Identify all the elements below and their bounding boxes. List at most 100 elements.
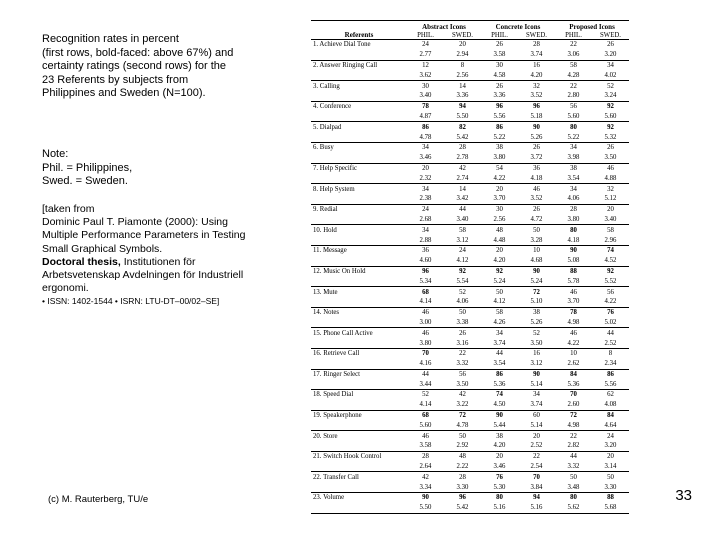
certainty-rating-cell: 5.16 bbox=[481, 502, 518, 514]
certainty-rating-cell: 5.18 bbox=[518, 111, 555, 123]
certainty-rating-cell: 4.20 bbox=[481, 441, 518, 452]
recognition-rate-cell: 42 bbox=[459, 164, 466, 172]
recognition-rate-cell: 94 bbox=[533, 494, 540, 502]
recognition-rate-cell: 50 bbox=[459, 309, 466, 317]
recognition-rate-cell: 82 bbox=[459, 123, 466, 131]
certainty-rating-cell: 2.32 bbox=[407, 173, 444, 185]
certainty-rating-cell: 3.46 bbox=[407, 152, 444, 164]
certainty-rating-cell: 3.74 bbox=[481, 338, 518, 349]
recognition-table-container: Abstract Icons Concrete Icons Proposed I… bbox=[311, 20, 630, 514]
recognition-rate-cell: 56 bbox=[570, 103, 577, 111]
certainty-rating-cell: 5.56 bbox=[481, 111, 518, 123]
certainty-rating-cell: 2.60 bbox=[555, 399, 592, 411]
recognition-rate-cell: 52 bbox=[422, 391, 429, 399]
certainty-rating-cell: 4.87 bbox=[407, 111, 444, 123]
recognition-rate-cell: 36 bbox=[422, 247, 429, 255]
recognition-rate-cell: 42 bbox=[422, 473, 429, 481]
referent-certainty-row: 5.60 4.78 5.44 5.14 4.98 4.64 bbox=[311, 420, 630, 432]
recognition-rate-cell: 20 bbox=[496, 247, 503, 255]
recognition-rate-cell: 34 bbox=[570, 144, 577, 152]
certainty-rating-cell: 3.42 bbox=[444, 193, 481, 205]
recognition-rate-cell: 50 bbox=[533, 226, 540, 234]
column-group-proposed: Proposed Icons bbox=[569, 23, 615, 31]
certainty-rating-cell: 5.32 bbox=[592, 132, 630, 143]
recognition-rate-cell: 22 bbox=[533, 453, 540, 461]
certainty-rating-cell: 3.80 bbox=[407, 338, 444, 349]
recognition-rate-cell: 70 bbox=[422, 350, 429, 358]
certainty-rating-cell: 2.80 bbox=[555, 90, 592, 102]
recognition-rate-cell: 22 bbox=[570, 432, 577, 440]
certainty-rating-cell: 3.28 bbox=[518, 235, 555, 246]
certainty-rating-cell: 4.72 bbox=[518, 214, 555, 226]
referent-rate-row: 21. Switch Hook Control 28 48 20 22 44 20 bbox=[311, 451, 629, 461]
referent-label: 23. Volume bbox=[313, 494, 345, 502]
referent-rate-row: 20. Store 46 50 38 20 22 24 bbox=[311, 431, 629, 441]
referent-label: 21. Switch Hook Control bbox=[313, 453, 382, 461]
subheader-swed-concrete: SWED. bbox=[518, 31, 555, 40]
certainty-rating-cell: 4.22 bbox=[592, 296, 630, 308]
page-number: 33 bbox=[675, 487, 692, 504]
referent-label: 1. Achieve Dial Tone bbox=[313, 41, 371, 49]
referent-label: 15. Phone Call Active bbox=[313, 329, 373, 337]
recognition-rate-cell: 50 bbox=[607, 473, 614, 481]
referent-rate-row: 5. Dialpad 86 82 86 90 80 92 bbox=[311, 122, 629, 132]
source-citation: [taken from Dominic Paul T. Piamonte (20… bbox=[42, 203, 327, 308]
recognition-rate-cell: 46 bbox=[570, 288, 577, 296]
certainty-rating-cell: 3.20 bbox=[592, 441, 630, 452]
certainty-rating-cell: 3.36 bbox=[444, 90, 481, 102]
recognition-rate-cell: 24 bbox=[459, 247, 466, 255]
certainty-rating-cell: 4.26 bbox=[481, 317, 518, 329]
recognition-rate-cell: 12 bbox=[422, 61, 429, 69]
recognition-rate-cell: 24 bbox=[607, 432, 614, 440]
certainty-rating-cell: 5.36 bbox=[555, 379, 592, 391]
certainty-rating-cell: 3.40 bbox=[444, 214, 481, 226]
recognition-rate-cell: 50 bbox=[570, 473, 577, 481]
certainty-rating-cell: 5.22 bbox=[481, 132, 518, 143]
recognition-rate-cell: 70 bbox=[570, 391, 577, 399]
recognition-rate-cell: 80 bbox=[496, 494, 503, 502]
recognition-rate-cell: 58 bbox=[496, 309, 503, 317]
certainty-rating-cell: 2.94 bbox=[444, 49, 481, 61]
certainty-rating-cell: 3.52 bbox=[518, 90, 555, 102]
certainty-rating-cell: 5.26 bbox=[518, 132, 555, 143]
referent-label-spacer bbox=[311, 214, 407, 226]
recognition-rate-cell: 10 bbox=[570, 350, 577, 358]
certainty-rating-cell: 5.50 bbox=[407, 502, 444, 514]
referent-label-spacer bbox=[311, 338, 407, 349]
certainty-rating-cell: 4.98 bbox=[555, 317, 592, 329]
recognition-rate-cell: 52 bbox=[533, 329, 540, 337]
certainty-rating-cell: 5.60 bbox=[592, 111, 630, 123]
referent-label: 17. Ringer Select bbox=[313, 370, 361, 378]
referent-label: 14. Notes bbox=[313, 309, 340, 317]
recognition-rate-cell: 86 bbox=[496, 123, 503, 131]
certainty-rating-cell: 4.18 bbox=[555, 235, 592, 246]
subheader-phil-abstract: PHIL. bbox=[407, 31, 444, 40]
certainty-rating-cell: 3.32 bbox=[444, 358, 481, 370]
certainty-rating-cell: 3.22 bbox=[444, 399, 481, 411]
referent-label-spacer bbox=[311, 379, 407, 391]
recognition-rate-cell: 34 bbox=[422, 185, 429, 193]
certainty-rating-cell: 5.36 bbox=[481, 379, 518, 391]
recognition-rate-cell: 22 bbox=[459, 350, 466, 358]
recognition-rate-cell: 50 bbox=[459, 432, 466, 440]
recognition-rate-cell: 28 bbox=[570, 206, 577, 214]
referent-rate-row: 1. Achieve Dial Tone 24 20 26 28 22 26 bbox=[311, 40, 629, 50]
recognition-rate-cell: 80 bbox=[570, 123, 577, 131]
certainty-rating-cell: 5.14 bbox=[518, 379, 555, 391]
recognition-rate-cell: 20 bbox=[607, 453, 614, 461]
certainty-rating-cell: 3.24 bbox=[592, 90, 630, 102]
recognition-rate-cell: 76 bbox=[496, 473, 503, 481]
certainty-rating-cell: 3.84 bbox=[518, 482, 555, 494]
recognition-rate-cell: 28 bbox=[459, 144, 466, 152]
recognition-rate-cell: 72 bbox=[533, 288, 540, 296]
referent-certainty-row: 4.14 4.06 4.12 5.10 3.70 4.22 bbox=[311, 296, 630, 308]
recognition-rate-cell: 26 bbox=[607, 144, 614, 152]
certainty-rating-cell: 3.46 bbox=[481, 461, 518, 473]
certainty-rating-cell: 3.06 bbox=[555, 49, 592, 61]
recognition-rate-cell: 78 bbox=[570, 309, 577, 317]
recognition-rate-cell: 94 bbox=[459, 103, 466, 111]
recognition-rate-cell: 46 bbox=[422, 329, 429, 337]
recognition-rate-cell: 96 bbox=[422, 267, 429, 275]
referent-label-spacer bbox=[311, 173, 407, 185]
recognition-rate-cell: 96 bbox=[533, 103, 540, 111]
